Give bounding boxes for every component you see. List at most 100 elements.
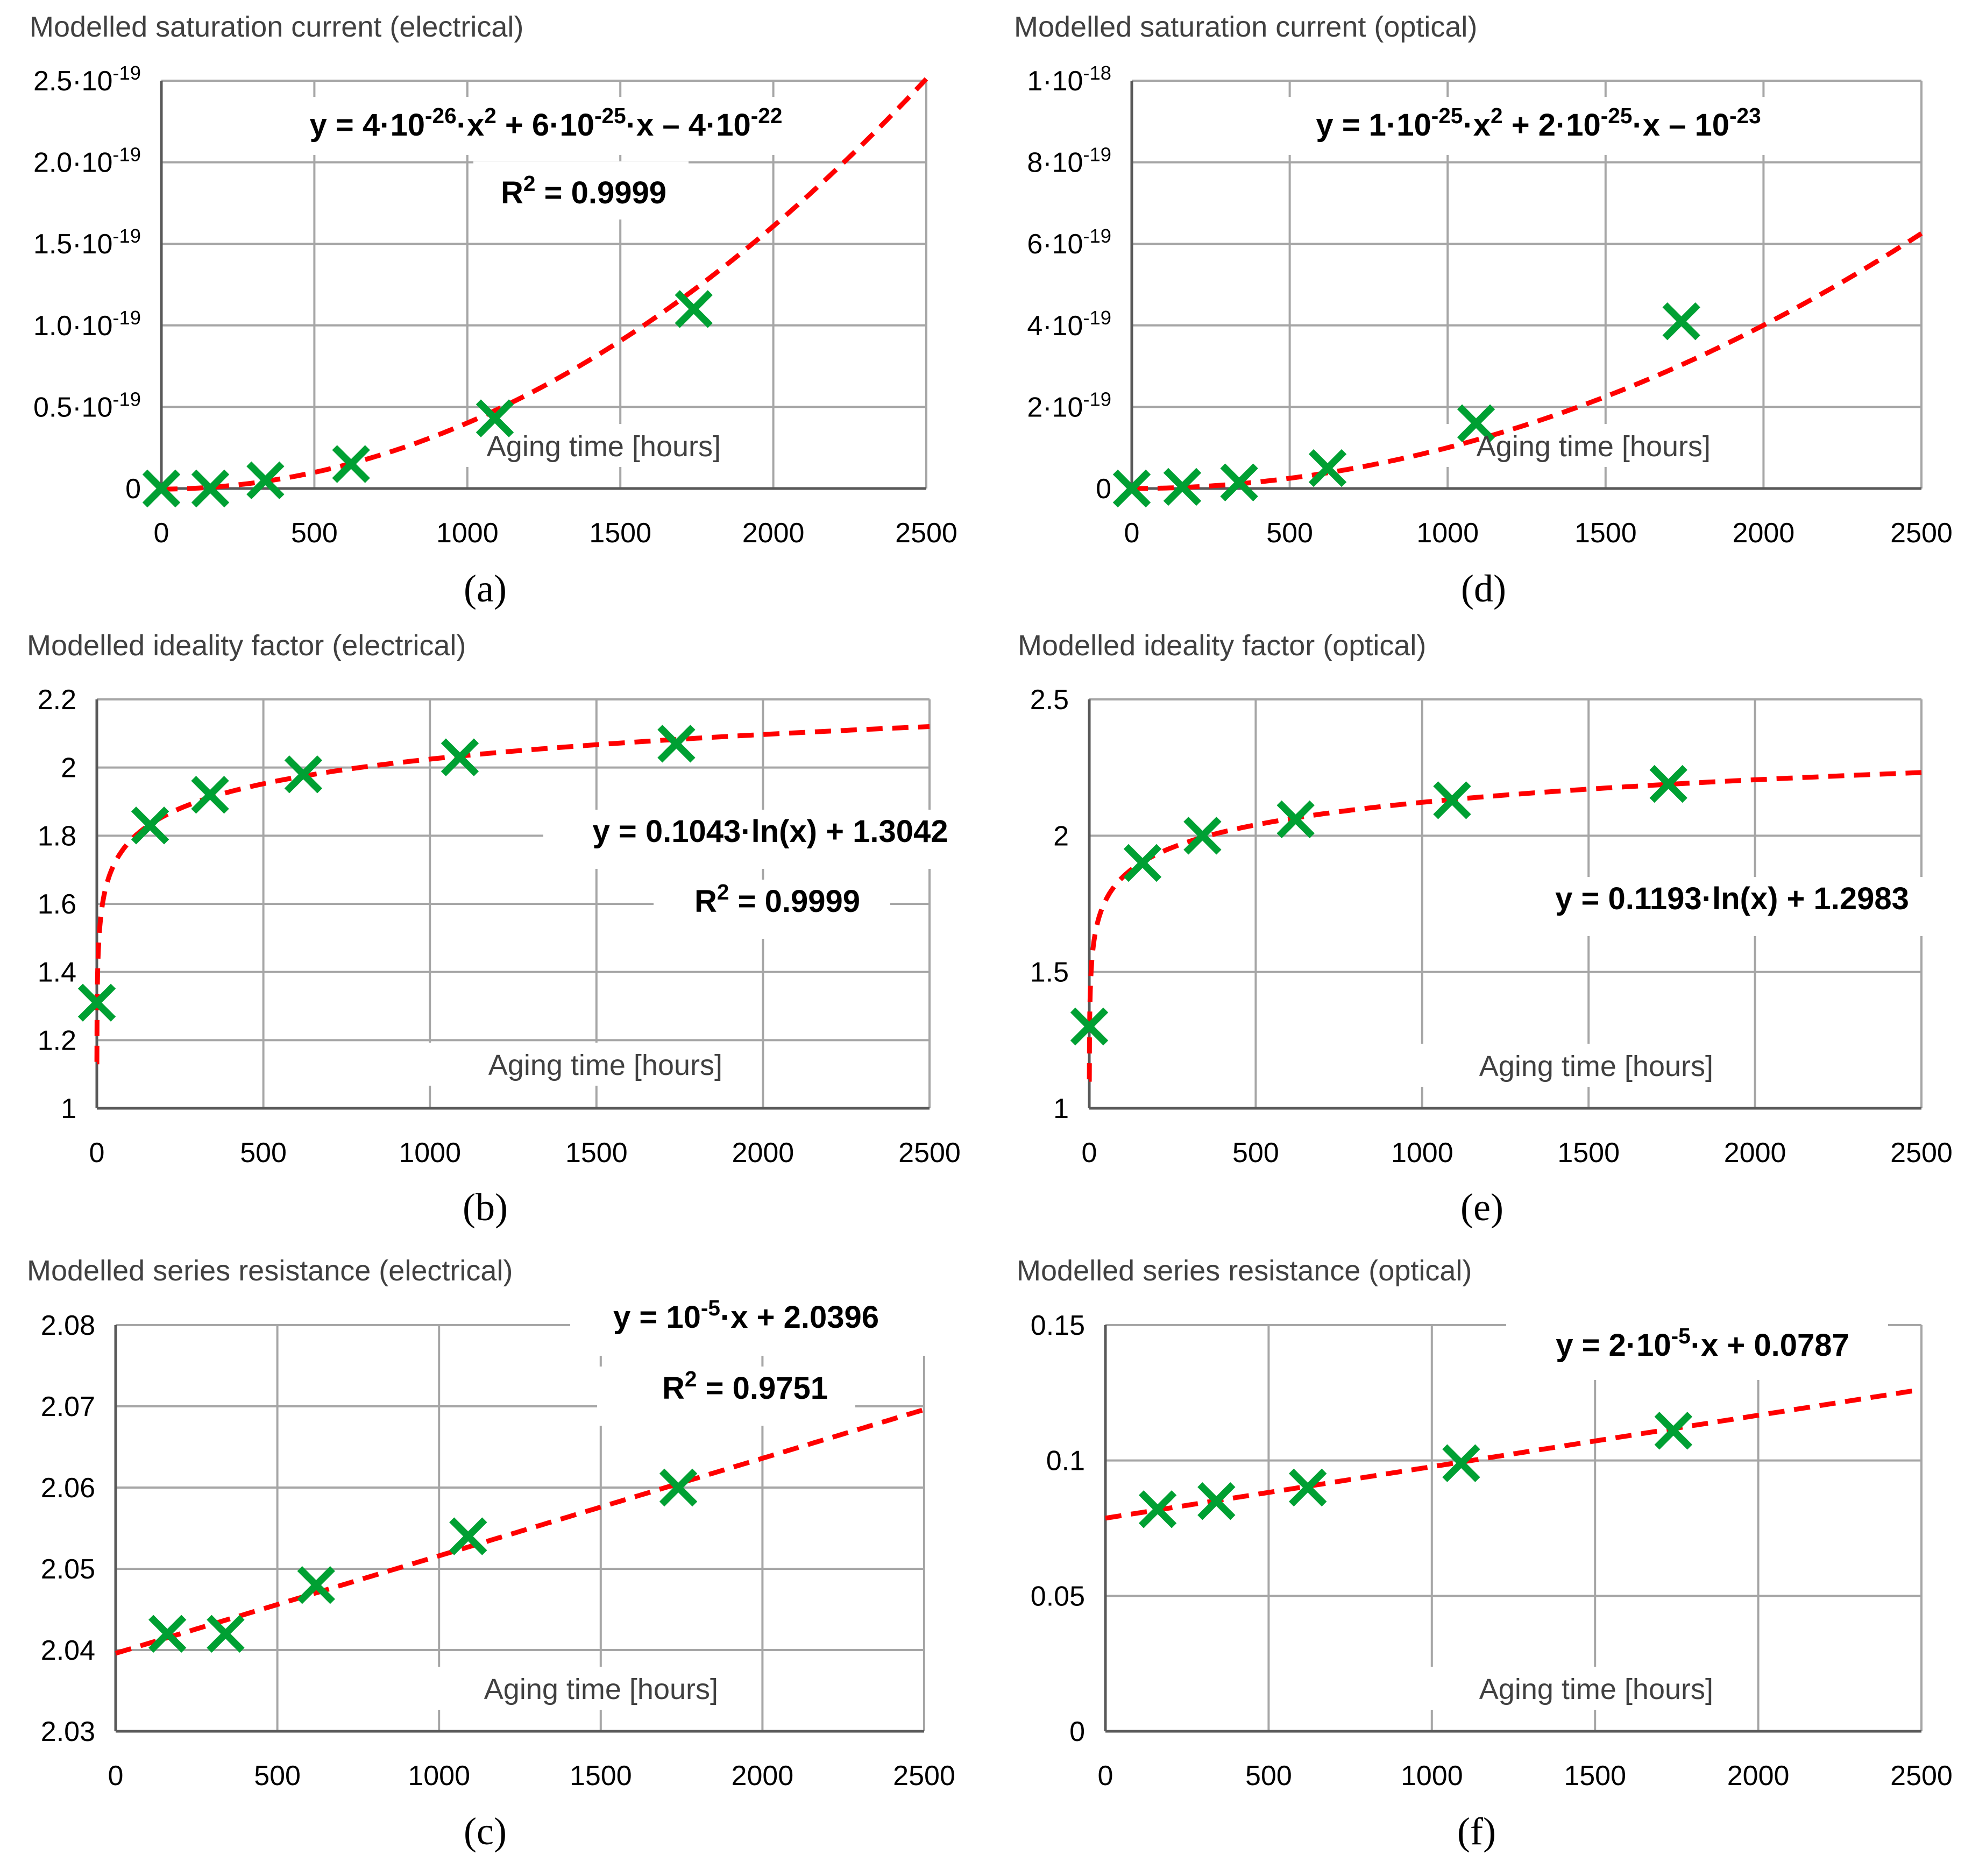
r-squared-part: R: [501, 175, 523, 210]
data-point-stroke: [659, 1468, 698, 1507]
y-tick-label: 0.15: [1031, 1310, 1085, 1341]
equation-part: ·x: [1463, 108, 1491, 143]
y-tick-mantissa: 2.0·10: [33, 147, 112, 179]
x-tick-label: 0: [1082, 1137, 1097, 1169]
x-tick-label: 1000: [408, 1760, 470, 1792]
data-point: [476, 399, 514, 437]
y-tick-label: 1.5: [1030, 957, 1069, 988]
y-tick-exponent: -19: [1083, 306, 1111, 328]
chart-title: Modelled ideality factor (optical): [1018, 629, 1426, 662]
data-point-stroke: [675, 290, 713, 328]
equation-superscript: -25: [594, 103, 626, 128]
y-tick-label: 1.0·10-19: [33, 306, 141, 342]
equation-box: [1506, 1321, 1888, 1380]
data-point-stroke: [1123, 844, 1162, 882]
data-point-stroke: [1457, 404, 1495, 442]
data-point: [1276, 800, 1315, 839]
equation-superscript: -23: [1729, 103, 1761, 128]
y-tick-label: 0.5·10-19: [33, 388, 141, 423]
data-point: [142, 469, 181, 508]
y-tick-exponent: -19: [1083, 388, 1111, 410]
y-tick-label: 1.5·10-19: [33, 225, 141, 260]
equation-superscript: -25: [1431, 103, 1463, 128]
data-point: [449, 1517, 487, 1555]
data-point-stroke: [1289, 1468, 1327, 1507]
y-tick-label: 2.0·10-19: [33, 143, 141, 179]
y-tick-label: 1: [1053, 1093, 1069, 1124]
trendline: [115, 1407, 925, 1656]
chart-panel-f: 0 0.05 0.1 0.15 0 500 1000 1500 2000 2500 Modelled…: [1017, 1255, 1953, 1853]
y-tick-mantissa: 2.03: [41, 1716, 95, 1747]
y-tick-label: 1.2: [38, 1025, 76, 1056]
x-tick-label: 500: [1245, 1760, 1292, 1792]
data-point-stroke: [1163, 468, 1202, 506]
chart-title: Modelled series resistance (electrical): [27, 1255, 513, 1287]
y-tick-label: 8·10-19: [1027, 143, 1111, 179]
chart-title: Modelled saturation current (optical): [1014, 11, 1477, 43]
trendline: [1105, 1387, 1922, 1521]
equation-part: y = 0.1193·ln(x) + 1.2983: [1555, 881, 1909, 916]
x-tick-label: 1000: [1401, 1760, 1463, 1792]
y-tick-label: 2.2: [38, 684, 76, 716]
equation-part: + 2·10: [1503, 108, 1601, 143]
equation-part: ·x + 2.0396: [720, 1300, 879, 1335]
y-tick-mantissa: 2: [61, 753, 76, 784]
x-axis-label: Aging time [hours]: [1479, 1673, 1713, 1705]
panel-label: (f): [1457, 1810, 1496, 1853]
x-tick-label: 2000: [742, 518, 805, 549]
y-tick-mantissa: 1.6: [38, 889, 76, 920]
y-tick-mantissa: 2.5·10: [33, 66, 112, 97]
equation-part: y = 2·10: [1556, 1328, 1671, 1363]
xlabel-box: [412, 424, 723, 467]
x-tick-label: 1500: [565, 1137, 628, 1169]
data-point-stroke: [657, 725, 696, 763]
data-point-stroke: [284, 755, 323, 794]
trend-equation: y = 0.1193·ln(x) + 1.2983: [1555, 881, 1909, 916]
chart-panel-e: 1 1.5 2 2.5 0 500 1000 1500 2000 2500 Modelled ide…: [1018, 629, 1961, 1229]
data-point-stroke: [1112, 469, 1151, 508]
data-point-stroke: [131, 806, 169, 845]
r2-box: [473, 161, 689, 220]
data-point-stroke: [148, 1615, 187, 1653]
data-point: [131, 806, 169, 845]
equation-part: ·x + 0.0787: [1691, 1328, 1849, 1363]
trendline: [1087, 770, 1922, 1082]
data-point-stroke: [1183, 817, 1222, 855]
r-squared-part: R: [662, 1371, 685, 1406]
equation-part: ·x: [457, 108, 485, 143]
y-tick-label: 2.07: [41, 1391, 95, 1422]
trend-equation: y = 0.1043·ln(x) + 1.3042: [593, 814, 948, 849]
data-point: [1197, 1482, 1236, 1520]
data-point-stroke: [1197, 1482, 1236, 1520]
data-point-stroke: [449, 1517, 487, 1555]
data-point: [284, 755, 323, 794]
equation-part: + 6·10: [496, 108, 594, 143]
y-tick-mantissa: 2.2: [38, 684, 76, 716]
y-tick-mantissa: 1.5·10: [33, 229, 112, 260]
equation-part: ·x – 4·10: [626, 108, 751, 143]
data-point: [1442, 1444, 1480, 1482]
y-tick-label: 0: [1069, 1716, 1085, 1747]
y-tick-exponent: -19: [112, 306, 141, 328]
y-tick-exponent: -19: [112, 62, 141, 84]
y-tick-mantissa: 2.06: [41, 1473, 95, 1504]
r-squared: R2 = 0.9751: [662, 1367, 828, 1406]
equation-superscript: 2: [484, 103, 496, 128]
x-axis-label: Aging time [hours]: [1477, 430, 1711, 463]
x-tick-label: 500: [254, 1760, 301, 1792]
x-tick-label: 0: [1098, 1760, 1113, 1792]
y-tick-mantissa: 1.0·10: [33, 310, 112, 342]
data-point-stroke: [1649, 764, 1687, 803]
y-tick-label: 2.04: [41, 1635, 95, 1666]
x-tick-label: 2000: [1733, 518, 1795, 549]
data-point-stroke: [1138, 1490, 1177, 1528]
y-tick-mantissa: 0.5·10: [33, 392, 112, 423]
y-tick-label: 2: [1053, 820, 1069, 852]
y-tick-label: 2.05: [41, 1554, 95, 1585]
trendline: [161, 77, 928, 492]
data-point: [297, 1566, 335, 1604]
data-point: [148, 1615, 187, 1653]
data-point-stroke: [332, 445, 370, 483]
equation-box: [1261, 97, 1815, 155]
xlabel-box: [1404, 1667, 1716, 1710]
